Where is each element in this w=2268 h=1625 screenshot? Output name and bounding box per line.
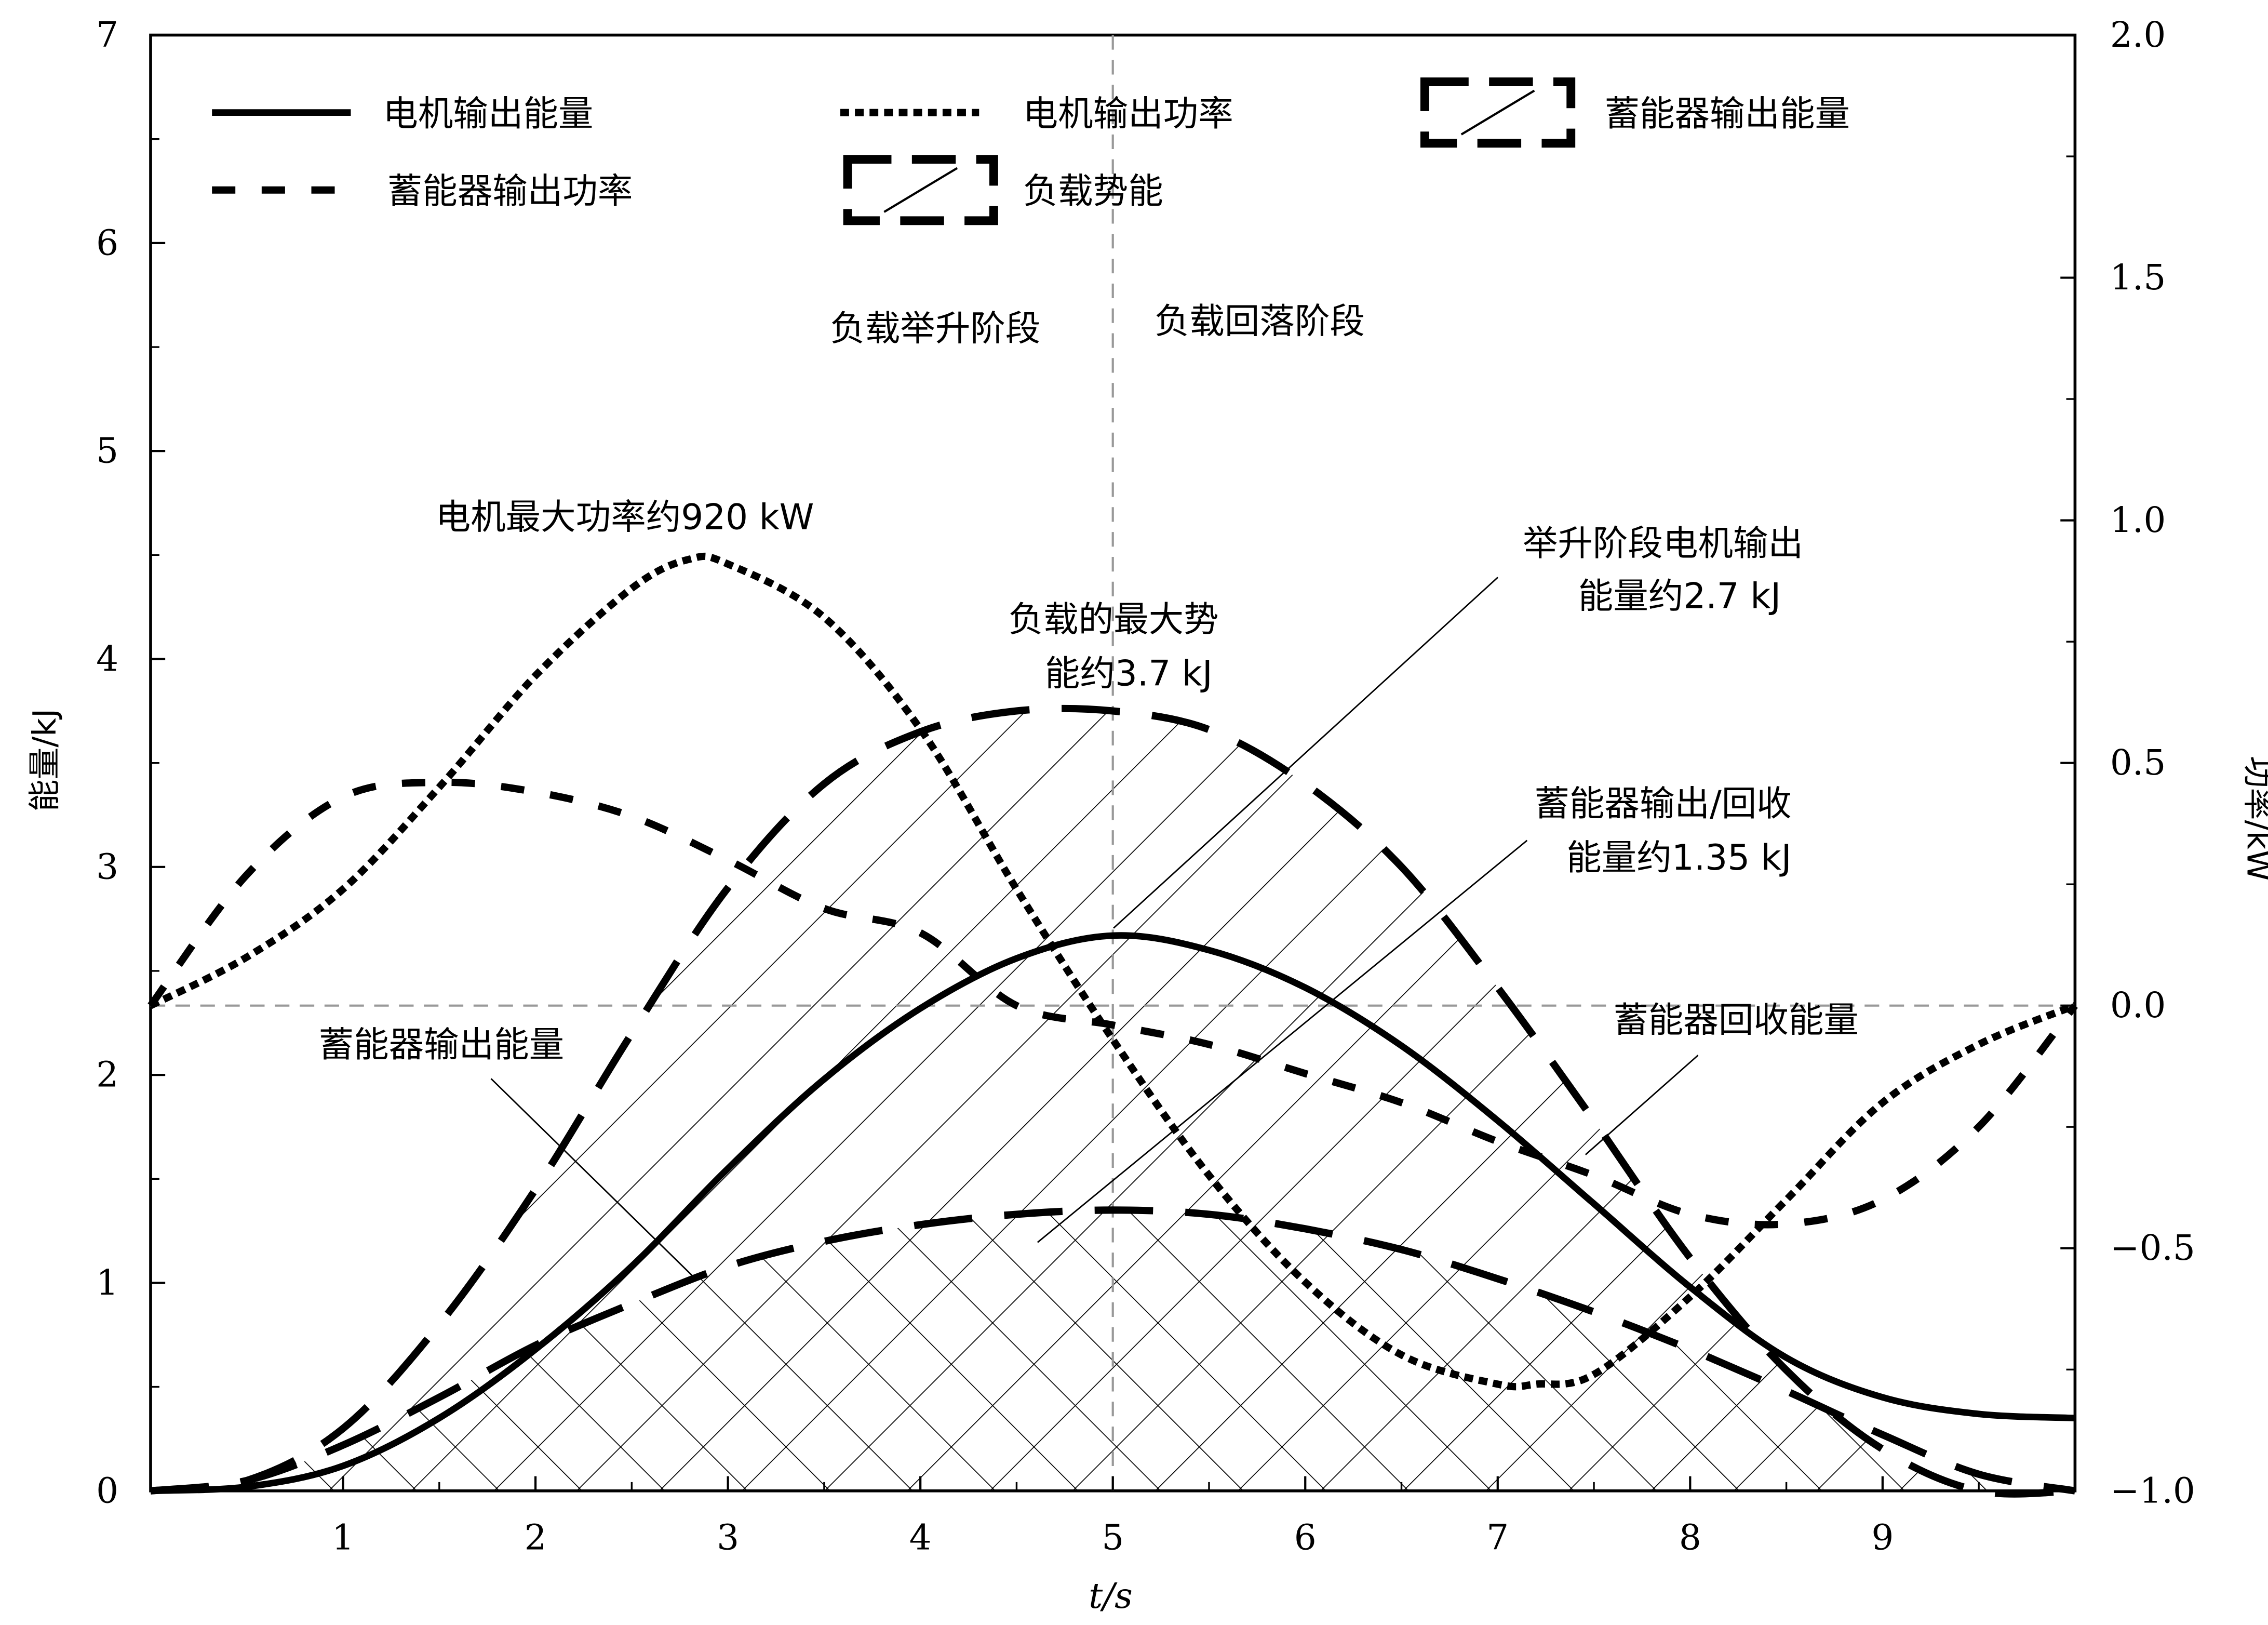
series-line-1 bbox=[149, 552, 2077, 1391]
y-left-tick-label: 5 bbox=[96, 430, 118, 471]
y-left-tick-label: 6 bbox=[96, 222, 118, 263]
annotation-acc-output: 蓄能器输出能量 bbox=[319, 1024, 565, 1065]
x-tick-label: 7 bbox=[1486, 1516, 1509, 1557]
legend-hatch-line bbox=[1460, 89, 1535, 136]
legend-label: 蓄能器输出能量 bbox=[1604, 93, 1850, 134]
y-left-tick-label: 3 bbox=[96, 846, 118, 887]
legend-hatch-border bbox=[843, 155, 998, 225]
x-axis-label: t/s bbox=[1089, 1575, 1133, 1616]
annotation-lift-energy-1: 举升阶段电机输出 bbox=[1523, 523, 1803, 564]
leader-lift-energy bbox=[1113, 577, 1499, 929]
annotation-motor-max-power: 电机最大功率约920 kW bbox=[436, 496, 814, 537]
x-tick-label: 1 bbox=[332, 1516, 354, 1557]
y-right-tick-label: 0.5 bbox=[2110, 742, 2166, 783]
axis-ticks: 1 2 3 4 5 6 7 8 9 0 1 2 3 4 5 6 7 −1.0 −0.5 0.0 0.5 1.0 1.5 2.0 bbox=[96, 14, 2195, 1557]
x-tick-label: 3 bbox=[717, 1516, 739, 1557]
x-tick-label: 4 bbox=[909, 1516, 932, 1557]
series-layer bbox=[147, 552, 2078, 1498]
y-axis-label-left: 能量/kJ bbox=[26, 709, 63, 812]
y-left-tick-label: 4 bbox=[96, 638, 118, 679]
series-line-3 bbox=[150, 1206, 2076, 1495]
series-line-0 bbox=[150, 932, 2075, 1495]
leader-acc-recovery bbox=[1585, 1055, 1699, 1155]
y-right-tick-label: −0.5 bbox=[2110, 1227, 2195, 1268]
y-left-tick-label: 2 bbox=[96, 1054, 118, 1095]
annotation-acc-recovery: 蓄能器回收能量 bbox=[1613, 999, 1859, 1040]
x-tick-label: 9 bbox=[1871, 1516, 1894, 1557]
phase-label-drop: 负载回落阶段 bbox=[1155, 300, 1365, 341]
legend-label: 负载势能 bbox=[1023, 170, 1163, 211]
series-line-4 bbox=[150, 704, 2075, 1498]
legend-swatch-hatch bbox=[1420, 77, 1576, 148]
legend-hatch-border bbox=[1420, 77, 1576, 148]
y-left-tick-label: 0 bbox=[96, 1470, 118, 1511]
annotation-lift-energy-2: 能量约2.7 kJ bbox=[1578, 575, 1781, 616]
y-right-tick-label: 1.0 bbox=[2110, 499, 2166, 540]
legend-hatch-line bbox=[883, 167, 958, 213]
annotation-acc-energy-2: 能量约1.35 kJ bbox=[1566, 837, 1791, 878]
annotation-leaders bbox=[490, 577, 1699, 1280]
x-tick-label: 8 bbox=[1679, 1516, 1701, 1557]
x-tick-label: 6 bbox=[1294, 1516, 1317, 1557]
legend-label: 蓄能器输出功率 bbox=[387, 170, 633, 211]
y-axis-label-right: 功率/kW bbox=[2239, 756, 2268, 882]
legend-label: 电机输出能量 bbox=[383, 93, 593, 134]
y-right-tick-label: 0.0 bbox=[2110, 984, 2166, 1025]
leader-acc-output bbox=[490, 1078, 696, 1280]
annotation-acc-energy-1: 蓄能器输出/回收 bbox=[1534, 783, 1791, 824]
annotation-load-max-1: 负载的最大势 bbox=[1009, 598, 1219, 640]
phase-label-lift: 负载举升阶段 bbox=[830, 308, 1040, 349]
y-right-tick-label: 1.5 bbox=[2110, 257, 2166, 298]
y-left-tick-label: 7 bbox=[96, 14, 118, 55]
y-left-tick-label: 1 bbox=[96, 1262, 118, 1303]
leader-acc-energy bbox=[1037, 840, 1528, 1243]
x-tick-label: 2 bbox=[525, 1516, 547, 1557]
y-right-tick-label: 2.0 bbox=[2110, 14, 2166, 55]
x-tick-label: 5 bbox=[1102, 1516, 1124, 1557]
annotation-load-max-2: 能约3.7 kJ bbox=[1045, 653, 1213, 694]
legend-swatch-hatch bbox=[843, 155, 998, 225]
legend-label: 电机输出功率 bbox=[1023, 93, 1233, 134]
series-line-2 bbox=[147, 778, 2078, 1229]
y-right-tick-label: −1.0 bbox=[2110, 1470, 2195, 1511]
